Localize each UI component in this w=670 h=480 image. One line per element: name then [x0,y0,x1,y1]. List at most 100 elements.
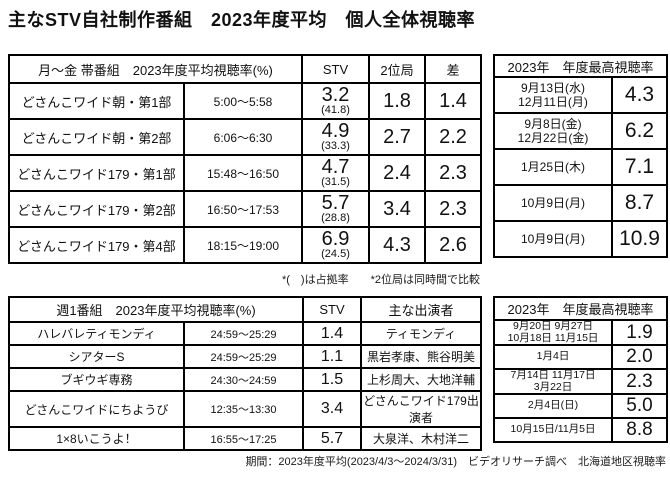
table-title-cell: 2023年 年度最高視聴率 [492,296,669,321]
rating-value: 4.9 [321,120,350,142]
program-cell: どさんこワイド朝・第2部 [8,118,185,156]
weekly-peak-table: 2023年 年度最高視聴率 9月20日 9月27日 10月18日 11月15日 1… [492,296,669,443]
weekday-peak-table: 2023年 年度最高視聴率 9月13日(水) 12月11日(月) 4.3 9月8日… [492,54,669,258]
peak-date-cell: 2月4日(日) [493,393,613,419]
table-title-cell: 週1番組 2023年度平均視聴率(%) [8,296,304,323]
rating-value: 3.2 [321,84,350,106]
diff-cell: 2.2 [424,118,482,156]
table-row: どさんこワイド179・第2部 16:50～17:53 5.7 (28.8) 3.4… [8,190,482,228]
cast-cell: どさんこワイド179出演者 [360,390,482,428]
peak-value-cell: 10.9 [610,220,669,258]
stv-rating-cell: 6.9 (24.5) [301,226,370,264]
cast-cell: 大泉洋、木村洋二 [360,426,482,451]
share-value: (33.3) [321,140,350,152]
stv-rating-cell: 5.7 [302,426,362,451]
header-row: 週1番組 2023年度平均視聴率(%) STV 主な出演者 [8,296,482,323]
table-row: 7月14日 11月17日 3月22日 2.3 [493,368,669,395]
table-row: ブギウギ専務 24:30～24:59 1.5 上杉周大、大地洋輔 [8,367,482,392]
table-row: どさんこワイド179・第4部 18:15～19:00 6.9 (24.5) 4.3… [8,226,482,264]
col-header-cast: 主な出演者 [360,296,482,323]
table-row: 1×8いこうよ！ 16:55～17:25 5.7 大泉洋、木村洋二 [8,426,482,451]
peak-value-cell: 6.2 [610,112,669,150]
share-footnote: *( )は占拠率 *2位局は同時間で比較 [281,274,480,286]
stv-rating-cell: 5.7 (28.8) [301,190,370,228]
diff-cell: 2.3 [424,190,482,228]
second-station-cell: 2.7 [368,118,426,156]
table-row: 10月9日(月) 8.7 [493,184,669,222]
weekday-ratings-table: 月～金 帯番組 2023年度平均視聴率(%) STV 2位局 差 どさんこワイド… [8,54,482,264]
table-row: 9月8日(金) 12月22日(金) 6.2 [493,112,669,150]
table-title-cell: 2023年 年度最高視聴率 [492,54,669,78]
table-row: どさんこワイドにちようび 12:35～13:30 3.4 どさんこワイド179出… [8,390,482,428]
peak-date-cell: 10月9日(月) [493,220,613,258]
table-row: 1月25日(木) 7.1 [493,148,669,186]
peak-value-cell: 5.0 [610,393,669,419]
peak-date-cell: 10月15日/11月5日 [493,417,613,443]
table-row: どさんこワイド朝・第2部 6:06～6:30 4.9 (33.3) 2.7 2.2 [8,118,482,156]
cast-cell: 黒岩孝康、熊谷明美 [360,344,482,369]
header-row: 2023年 年度最高視聴率 [492,54,669,78]
time-cell: 24:59～25:29 [183,344,304,369]
peak-value-cell: 8.8 [610,417,669,443]
second-station-cell: 4.3 [368,226,426,264]
share-value: (31.5) [321,176,350,188]
time-cell: 12:35～13:30 [183,390,304,428]
weekly-ratings-table: 週1番組 2023年度平均視聴率(%) STV 主な出演者 ハレバレティモンディ… [8,296,482,451]
diff-cell: 1.4 [424,82,482,120]
second-station-cell: 1.8 [368,82,426,120]
time-cell: 18:15～19:00 [183,226,303,264]
table-title-cell: 月～金 帯番組 2023年度平均視聴率(%) [8,54,303,84]
peak-date-cell: 7月14日 11月17日 3月22日 [493,368,613,395]
stv-rating-cell: 1.1 [302,344,362,369]
cast-cell: ティモンディ [360,321,482,346]
peak-value-cell: 4.3 [610,76,669,114]
header-row: 2023年 年度最高視聴率 [492,296,669,321]
stv-rating-cell: 4.9 (33.3) [301,118,370,156]
program-cell: どさんこワイド179・第1部 [8,154,185,192]
rating-value: 4.7 [321,156,350,178]
peak-value-cell: 8.7 [610,184,669,222]
stv-rating-cell: 1.4 [302,321,362,346]
time-cell: 24:59～25:29 [183,321,304,346]
table-row: 1月4日 2.0 [493,344,669,370]
diff-cell: 2.3 [424,154,482,192]
time-cell: 5:00～5:58 [183,82,303,120]
peak-value-cell: 2.3 [610,368,669,395]
table-row: どさんこワイド179・第1部 15:48～16:50 4.7 (31.5) 2.4… [8,154,482,192]
peak-value-cell: 2.0 [610,344,669,370]
program-cell: ハレバレティモンディ [8,321,185,346]
share-value: (28.8) [321,212,350,224]
table-row: 9月20日 9月27日 10月18日 11月15日 1.9 [493,319,669,346]
col-header-diff: 差 [424,54,482,84]
header-row: 月～金 帯番組 2023年度平均視聴率(%) STV 2位局 差 [8,54,482,84]
table-row: 10月9日(月) 10.9 [493,220,669,258]
table-row: ハレバレティモンディ 24:59～25:29 1.4 ティモンディ [8,321,482,346]
peak-value-cell: 7.1 [610,148,669,186]
table-row: 9月13日(水) 12月11日(月) 4.3 [493,76,669,114]
table-row: どさんこワイド朝・第1部 5:00～5:58 3.2 (41.8) 1.8 1.4 [8,82,482,120]
diff-cell: 2.6 [424,226,482,264]
peak-date-cell: 9月20日 9月27日 10月18日 11月15日 [493,319,613,346]
rating-value: 6.9 [321,228,350,250]
program-cell: どさんこワイド179・第2部 [8,190,185,228]
stv-rating-cell: 3.4 [302,390,362,428]
share-value: (24.5) [321,248,350,260]
program-cell: シアターS [8,344,185,369]
stv-rating-cell: 4.7 (31.5) [301,154,370,192]
table-row: 10月15日/11月5日 8.8 [493,417,669,443]
stv-rating-cell: 3.2 (41.8) [301,82,370,120]
time-cell: 15:48～16:50 [183,154,303,192]
col-header-stv: STV [301,54,370,84]
stv-rating-cell: 1.5 [302,367,362,392]
table-row: シアターS 24:59～25:29 1.1 黒岩孝康、熊谷明美 [8,344,482,369]
peak-value-cell: 1.9 [610,319,669,346]
program-cell: 1×8いこうよ！ [8,426,185,451]
peak-date-cell: 1月4日 [493,344,613,370]
time-cell: 6:06～6:30 [183,118,303,156]
page-title: 主なSTV自社制作番組 2023年度平均 個人全体視聴率 [8,10,476,30]
second-station-cell: 3.4 [368,190,426,228]
second-station-cell: 2.4 [368,154,426,192]
program-cell: どさんこワイド179・第4部 [8,226,185,264]
survey-source-footer: 期間：2023年度平均(2023/4/3～2024/3/31) ビデオリサーチ調… [245,456,666,468]
peak-date-cell: 9月8日(金) 12月22日(金) [493,112,613,150]
